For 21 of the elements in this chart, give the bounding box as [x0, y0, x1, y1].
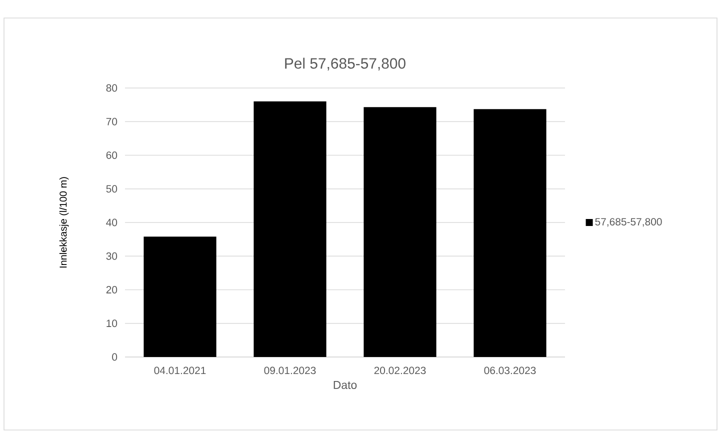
y-tick-label: 10 — [106, 320, 118, 328]
x-axis-title: Dato — [334, 381, 357, 389]
x-tick-label: 06.03.2023 — [484, 366, 536, 374]
y-tick-label: 70 — [106, 118, 118, 126]
bar — [254, 101, 326, 357]
bar — [144, 236, 216, 357]
y-tick-label: 0 — [112, 353, 118, 361]
y-tick-label: 40 — [106, 218, 118, 226]
x-tick-label: 20.02.2023 — [374, 366, 426, 374]
bar — [474, 109, 546, 357]
x-tick-label: 04.01.2021 — [154, 366, 206, 374]
y-tick-label: 80 — [106, 84, 118, 92]
y-tick-label: 60 — [106, 152, 118, 159]
y-axis-title: Innlekkasje (l/100 m) — [59, 177, 69, 268]
chart-title: Pel 57,685-57,800 — [285, 58, 406, 70]
bar — [364, 107, 436, 357]
y-tick-label: 20 — [106, 286, 118, 294]
y-tick-label: 30 — [106, 252, 118, 260]
x-tick-label: 09.01.2023 — [264, 366, 316, 374]
y-tick-label: 50 — [106, 185, 118, 193]
legend-label: 57,685-57,800 — [595, 218, 662, 227]
